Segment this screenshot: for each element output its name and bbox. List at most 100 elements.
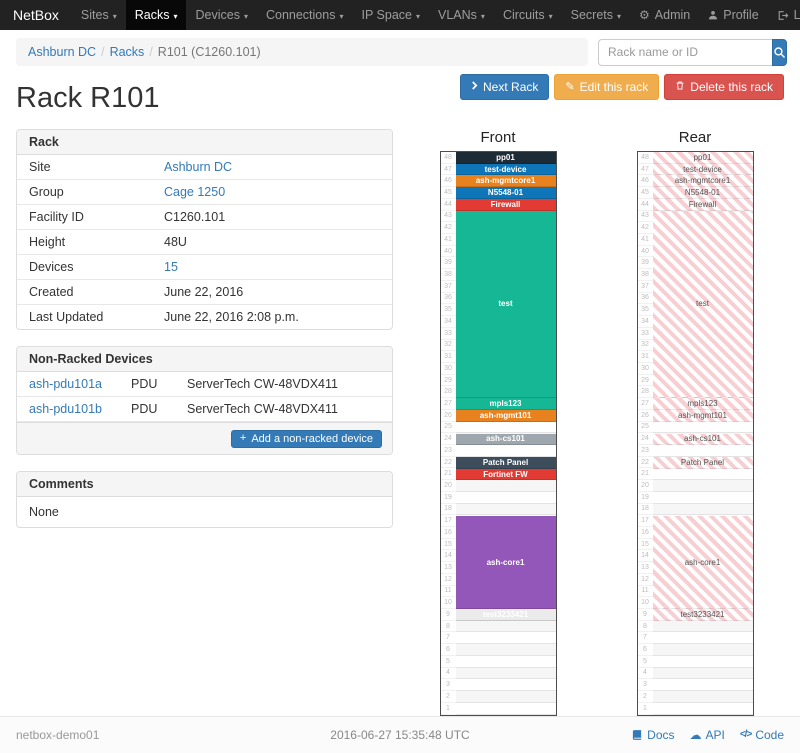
edit-rack-button[interactable]: ✎ Edit this rack [554,74,660,100]
front-device-ash-mgmt101[interactable]: ash-mgmt101 [455,410,556,422]
unit-number: 32 [637,340,653,352]
footer-link-code[interactable]: </> Code [740,728,784,742]
nav-right: ⚙ Admin Profile Log out [630,0,800,30]
unit-number: 6 [440,644,456,656]
nav-item-admin[interactable]: ⚙ Admin [630,0,699,30]
unit-number: 3 [440,679,456,692]
edit-rack-label: Edit this rack [579,80,649,94]
rear-device-ash-mgmtcore1[interactable]: ash-mgmtcore1 [652,175,753,188]
breadcrumb-item[interactable]: Racks [109,45,145,59]
attr-row: Site Ashburn DC [17,155,392,180]
front-device-ash-cs101[interactable]: ash-cs101 [455,433,556,446]
attr-value: 48U [164,235,187,249]
rear-device-firewall[interactable]: Firewall [652,198,753,211]
unit-number: 48 [440,152,456,164]
caret-down-icon: ▾ [416,11,421,21]
front-device-firewall[interactable]: Firewall [455,198,556,211]
front-device-n5548-01[interactable]: N5548-01 [455,187,556,199]
rack-unit-slot [652,644,753,656]
logout-icon [777,10,789,21]
front-device-test3233421[interactable]: test3233421 [455,609,556,622]
unit-number: 19 [637,492,653,504]
nav-item-log-out[interactable]: Log out [768,0,800,30]
rack-unit-slot [652,667,753,680]
unit-number: 28 [637,386,653,399]
footer-link-docs[interactable]: Docs [631,728,675,742]
attr-value-link[interactable]: Ashburn DC [164,160,233,174]
nav-item-vlans[interactable]: VLANs ▾ [429,0,494,30]
unit-number: 42 [637,222,653,235]
unit-number: 8 [440,621,456,633]
footer-link-api[interactable]: ☁ API [690,728,725,742]
add-nonracked-device-label: Add a non-racked device [251,432,373,445]
nonracked-footer: + Add a non-racked device [17,422,392,454]
search-input[interactable] [598,38,772,66]
front-device-pp01[interactable]: pp01 [455,152,556,164]
attr-value: Cage 1250 [152,180,392,204]
breadcrumb-item[interactable]: Ashburn DC [28,45,97,59]
nav-item-devices[interactable]: Devices ▾ [186,0,256,30]
attr-value: June 22, 2016 [164,285,244,299]
next-rack-button[interactable]: Next Rack [460,74,550,100]
nav-item-circuits[interactable]: Circuits ▾ [494,0,562,30]
rear-device-ash-mgmt101[interactable]: ash-mgmt101 [652,410,753,422]
unit-number: 12 [637,574,653,586]
front-device-mpls123[interactable]: mpls123 [455,398,556,411]
rack-unit-slot [455,656,556,668]
device-name-link[interactable]: ash-pdu101b [29,402,102,416]
unit-number: 41 [440,234,456,246]
nav-item-label: Admin [654,8,691,22]
nav-item-secrets[interactable]: Secrets ▾ [562,0,630,30]
front-device-ash-core1[interactable]: ash-core1 [455,515,556,610]
front-device-fortinet-fw[interactable]: Fortinet FW [455,468,556,481]
unit-number: 45 [440,187,456,199]
nav-item-connections[interactable]: Connections ▾ [257,0,353,30]
unit-number: 39 [440,257,456,270]
rear-device-ash-cs101[interactable]: ash-cs101 [652,433,753,446]
search-button[interactable] [772,38,787,66]
unit-number: 11 [637,586,653,598]
attr-label: Created [29,285,74,299]
device-name-link[interactable]: ash-pdu101a [29,377,102,391]
unit-number: 40 [440,246,456,258]
attr-value-link[interactable]: 15 [164,260,178,274]
nav-item-profile[interactable]: Profile [699,0,767,30]
chevron-right-icon [471,81,478,93]
attr-value-link[interactable]: Cage 1250 [164,185,226,199]
unit-number: 28 [440,386,456,399]
rack-unit-slot [455,503,556,516]
rack-panel-title: Rack [17,130,392,155]
delete-rack-button[interactable]: Delete this rack [664,74,784,100]
nav-item-sites[interactable]: Sites ▾ [72,0,126,30]
front-device-test-device[interactable]: test-device [455,163,556,176]
unit-number: 15 [637,539,653,551]
rack-unit-slot [652,492,753,504]
brand[interactable]: NetBox [13,7,59,23]
rear-device-pp01[interactable]: pp01 [652,152,753,164]
rear-rack-frame: 48 47 46 45 44 43 42 41 40 39 38 37 36 35 34 33 32 31 30 29… [636,151,754,716]
rear-device-n5548-01[interactable]: N5548-01 [652,187,753,199]
front-device-patch-panel[interactable]: Patch Panel [455,456,556,469]
rear-device-patch-panel[interactable]: Patch Panel [652,456,753,469]
rack-unit-slot [455,620,556,633]
nav-item-ip-space[interactable]: IP Space ▾ [352,0,429,30]
rear-device-ash-core1[interactable]: ash-core1 [652,515,753,610]
caret-down-icon: ▾ [112,11,117,21]
rack-unit-slot [455,422,556,434]
footer-link-label: Docs [647,728,675,742]
front-device-ash-mgmtcore1[interactable]: ash-mgmtcore1 [455,175,556,188]
rear-device-test[interactable]: test [652,210,753,399]
user-icon [708,10,718,20]
unit-number: 29 [637,375,653,387]
unit-number: 23 [440,445,456,457]
rear-device-test-device[interactable]: test-device [652,163,753,176]
nav-item-racks[interactable]: Racks ▾ [125,0,187,30]
rear-device-mpls123[interactable]: mpls123 [652,398,753,411]
rear-elevation: Rear 48 47 46 45 44 43 42 41 40 39 38 37 36 35 34 33 32 3… [636,129,754,716]
front-device-test[interactable]: test [455,210,556,399]
rear-device-test3233421[interactable]: test3233421 [652,609,753,622]
add-nonracked-device-button[interactable]: + Add a non-racked device [230,429,382,448]
attr-label: Site [29,160,51,174]
attr-value: June 22, 2016 2:08 p.m. [164,310,299,324]
rack-unit-slot [652,632,753,645]
